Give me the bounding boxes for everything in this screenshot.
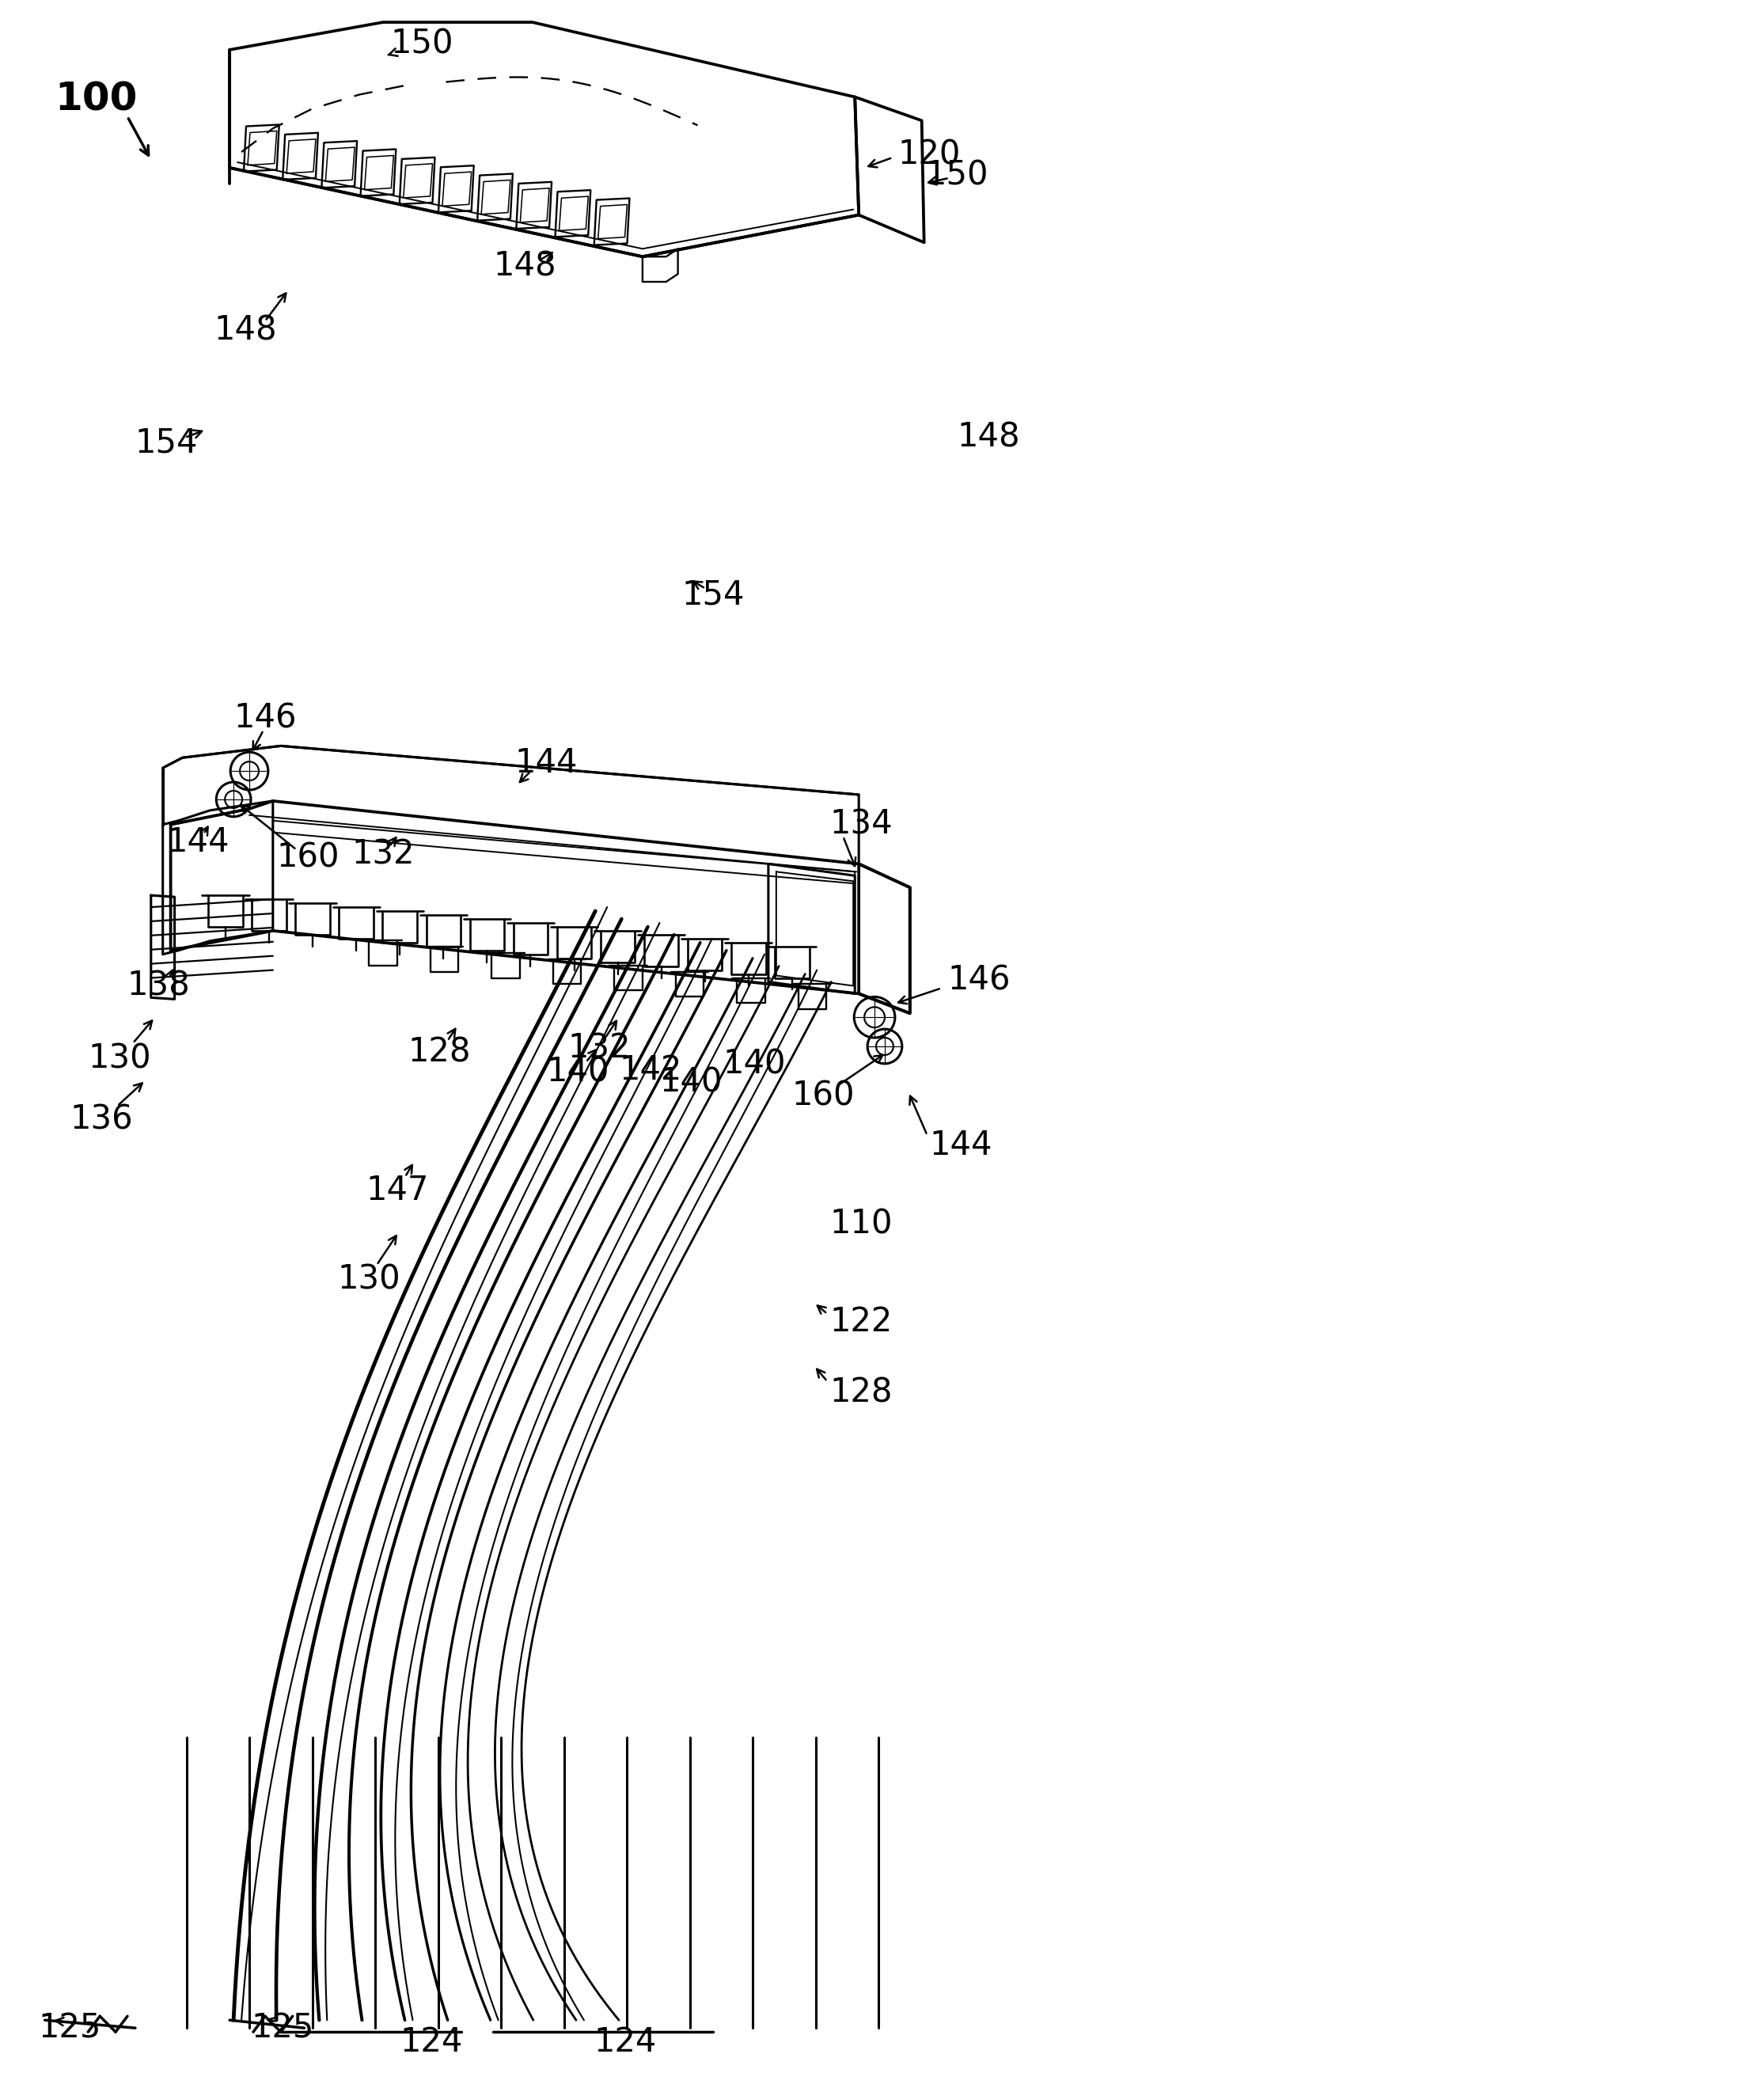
Text: 150: 150: [388, 27, 453, 61]
Text: 110: 110: [829, 1207, 893, 1240]
Text: 146: 146: [947, 965, 1011, 996]
Text: 160: 160: [792, 1079, 856, 1113]
Text: 148: 148: [213, 313, 277, 347]
Text: 144: 144: [515, 748, 579, 779]
Text: 136: 136: [71, 1102, 132, 1136]
Text: 132: 132: [351, 837, 415, 871]
Text: 148: 148: [958, 422, 1020, 455]
Text: 122: 122: [829, 1305, 893, 1338]
Text: 140: 140: [660, 1065, 723, 1098]
Text: 160: 160: [277, 841, 340, 875]
Text: 148: 148: [494, 248, 556, 282]
Text: 130: 130: [337, 1263, 400, 1297]
Text: 154: 154: [683, 578, 744, 612]
Text: 138: 138: [127, 969, 191, 1002]
Text: 154: 154: [136, 426, 198, 459]
Text: 130: 130: [88, 1042, 152, 1075]
Text: 128: 128: [829, 1376, 893, 1409]
Text: 100: 100: [55, 79, 138, 119]
Text: 142: 142: [619, 1052, 683, 1086]
Text: 134: 134: [829, 808, 893, 841]
Text: 132: 132: [568, 1031, 632, 1065]
Text: 125: 125: [250, 2011, 314, 2044]
Text: 125: 125: [39, 2011, 101, 2044]
Text: 128: 128: [407, 1036, 471, 1069]
Text: 120: 120: [898, 138, 961, 171]
Text: 146: 146: [233, 702, 296, 735]
Text: 144: 144: [168, 825, 229, 858]
Text: 140: 140: [547, 1057, 610, 1090]
Text: 140: 140: [723, 1048, 785, 1082]
Text: 144: 144: [930, 1130, 993, 1163]
Text: 124: 124: [400, 2025, 464, 2059]
Text: 124: 124: [594, 2025, 656, 2059]
Text: 147: 147: [365, 1173, 429, 1207]
Text: 150: 150: [926, 159, 988, 192]
